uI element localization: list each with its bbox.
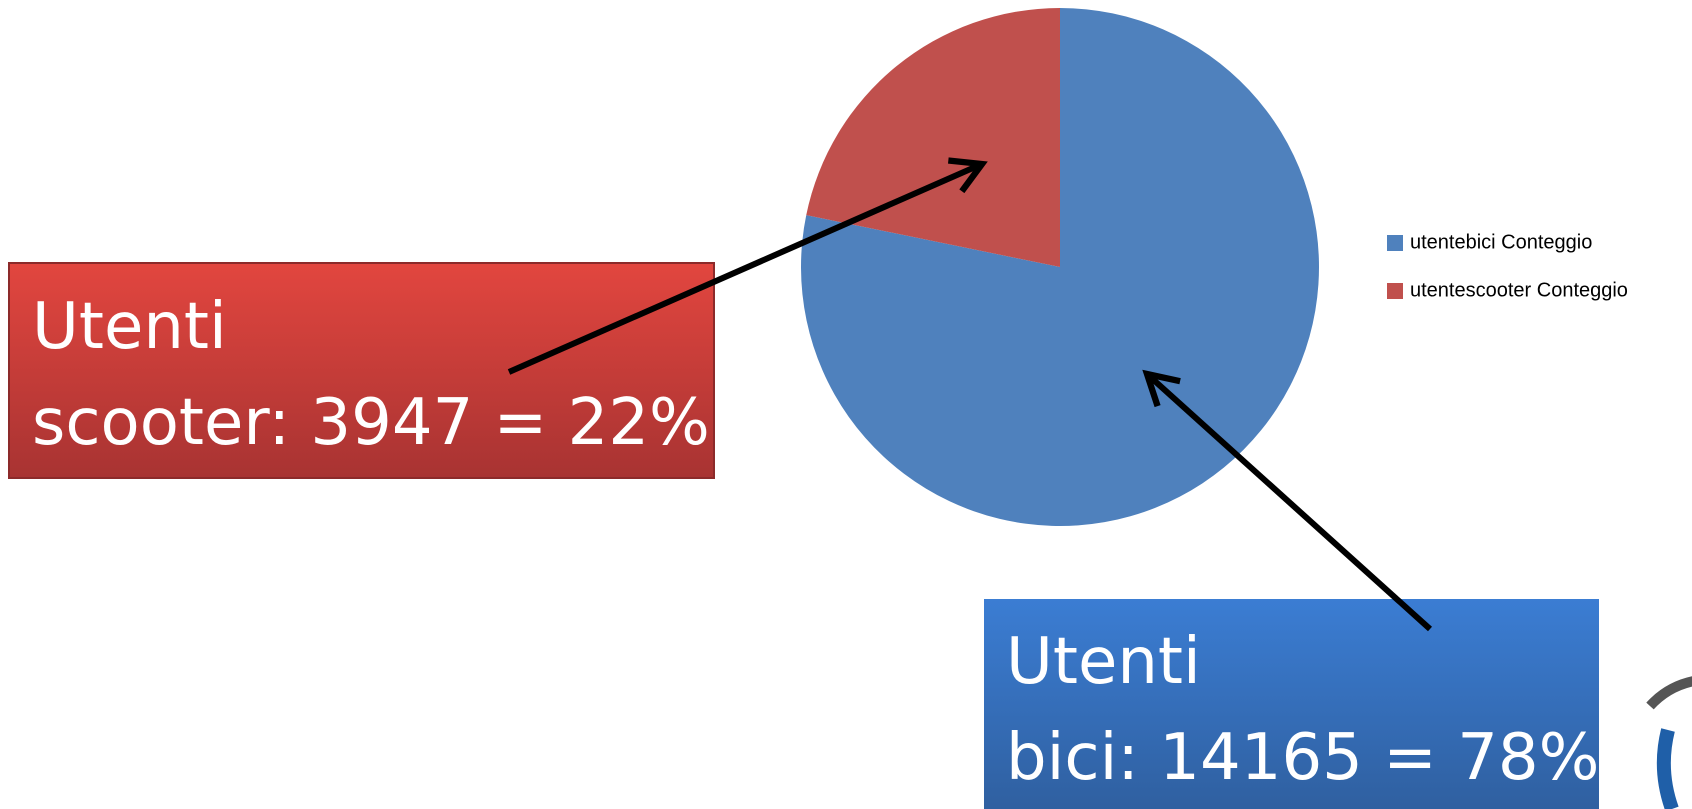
logo: [1646, 676, 1692, 809]
legend-swatch: [1387, 283, 1403, 299]
callout-text: scooter: 3947 = 22%: [32, 386, 710, 460]
legend-label: utentescooter Conteggio: [1410, 279, 1628, 301]
callout-text: Utenti: [1006, 625, 1201, 699]
scooter-arrow: [507, 157, 988, 375]
pie: [801, 8, 1319, 526]
bici-arrow: [1142, 369, 1433, 632]
callout-text: Utenti: [32, 290, 227, 364]
scooter-callout-box: [8, 262, 715, 479]
callout-text: bici: 14165 = 78%: [1006, 721, 1599, 795]
bici-callout-box: [984, 599, 1599, 809]
legend: utentebici Conteggio utentescooter Conteg…: [1387, 231, 1628, 301]
pie-slice: [806, 8, 1060, 267]
legend-label: utentebici Conteggio: [1410, 231, 1592, 253]
annotations: Utenti scooter: 3947 = 22% Utenti bici: 141…: [32, 290, 1599, 795]
legend-swatch: [1387, 235, 1403, 251]
